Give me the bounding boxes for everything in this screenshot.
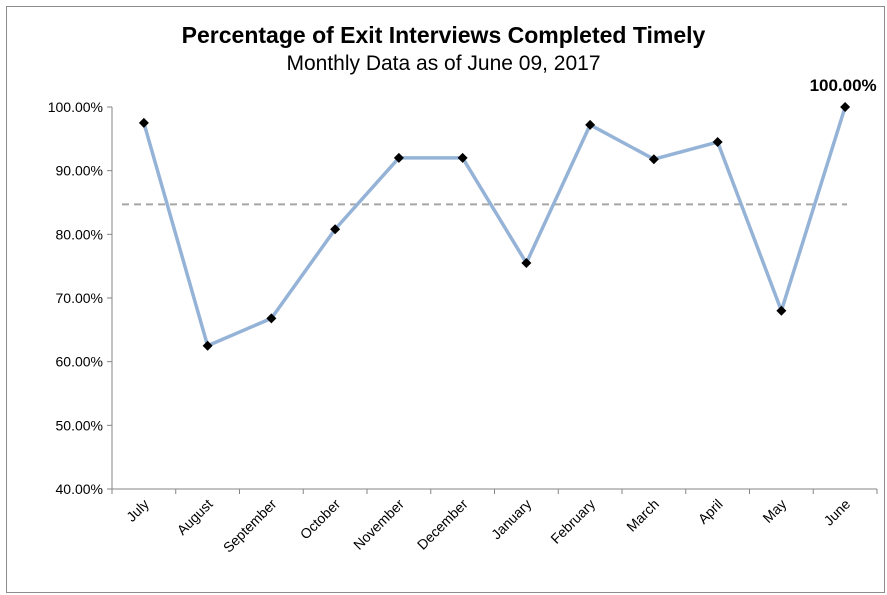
y-tick-label: 90.00% (56, 163, 103, 179)
y-tick-label: 60.00% (56, 354, 103, 370)
data-point-marker (266, 313, 277, 324)
y-tick-label: 40.00% (56, 481, 103, 497)
x-tick-label: January (488, 496, 535, 543)
data-point-marker (712, 137, 723, 148)
series-line (142, 106, 847, 348)
x-tick-label: June (820, 496, 853, 529)
data-point-marker (776, 305, 787, 316)
y-tick-label: 70.00% (56, 290, 103, 306)
x-tick-label: November (350, 496, 407, 553)
data-point-marker (330, 224, 341, 235)
x-tick-label: May (759, 496, 789, 526)
x-tick-label: February (547, 496, 598, 547)
data-label: 100.00% (810, 76, 877, 95)
data-point-marker (138, 117, 149, 128)
data-point-marker (393, 152, 404, 163)
x-tick-label: July (123, 496, 152, 525)
chart-subtitle: Monthly Data as of June 09, 2017 (286, 52, 601, 75)
data-point-marker (585, 119, 596, 130)
x-tick-label: October (297, 496, 344, 543)
x-tick-label: September (220, 496, 280, 556)
x-tick-label: March (623, 496, 662, 535)
y-tick-label: 80.00% (56, 226, 103, 242)
data-point-marker (521, 257, 532, 268)
x-tick-label: December (414, 496, 471, 553)
chart-frame (6, 6, 885, 593)
x-tick-label: August (174, 496, 216, 538)
y-tick-label: 50.00% (56, 417, 103, 433)
data-point-marker (457, 152, 468, 163)
x-tick-label: April (695, 496, 726, 527)
data-point-marker (648, 154, 659, 165)
y-tick-label: 100.00% (48, 99, 103, 115)
chart-title: Percentage of Exit Interviews Completed … (181, 22, 706, 48)
data-point-marker (202, 340, 213, 351)
data-point-marker (840, 102, 851, 112)
